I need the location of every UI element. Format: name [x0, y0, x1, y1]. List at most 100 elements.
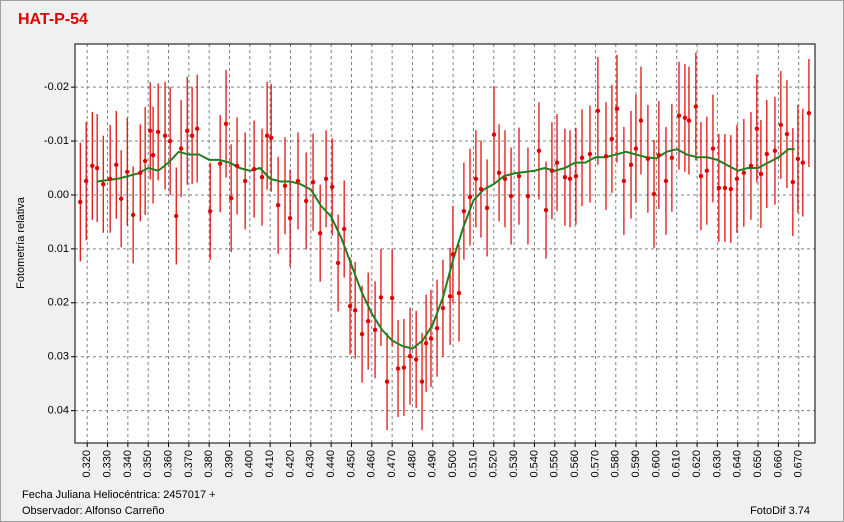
data-point [207, 208, 213, 214]
data-point [663, 178, 669, 184]
data-point [693, 104, 699, 109]
data-point [543, 207, 549, 213]
data-point [549, 168, 555, 173]
data-point [78, 199, 83, 205]
data-point [508, 193, 514, 199]
data-point [217, 161, 223, 166]
x-tick-label: 0.470 [386, 450, 398, 478]
data-point [496, 170, 502, 176]
data-point [317, 231, 323, 236]
data-point [352, 308, 358, 313]
data-point [645, 156, 651, 162]
data-point [656, 152, 662, 158]
data-point [567, 176, 573, 181]
x-tick-label: 0.570 [589, 450, 601, 478]
y-tick-label: 0.03 [48, 351, 69, 363]
data-point [130, 212, 136, 218]
data-point [268, 135, 274, 141]
data-point [806, 110, 812, 116]
data-point [228, 196, 234, 201]
data-point [142, 158, 148, 164]
data-point [341, 226, 347, 232]
data-point [772, 148, 778, 153]
data-point [138, 170, 143, 176]
data-point [554, 160, 560, 165]
x-tick-label: 0.480 [406, 450, 418, 478]
data-point [178, 146, 184, 151]
data-point [395, 366, 401, 371]
data-point [148, 128, 153, 134]
x-axis-label: Fecha Juliana Heliocéntrica: 2457017 + [22, 489, 216, 501]
data-point [423, 341, 429, 346]
data-point [259, 174, 265, 180]
x-tick-label: 0.340 [122, 450, 134, 478]
data-point [456, 290, 462, 296]
fit-line [97, 148, 795, 350]
x-tick-label: 0.500 [447, 450, 459, 478]
data-point [94, 165, 100, 171]
y-axis-label: Fotometría relativa [15, 196, 27, 289]
data-point [669, 155, 675, 160]
data-point [628, 162, 634, 167]
software: FotoDif 3.74 [750, 505, 810, 517]
data-point [502, 176, 508, 181]
data-point [329, 184, 335, 190]
data-point [758, 171, 764, 177]
x-tick-label: 0.390 [223, 450, 235, 478]
data-point [107, 176, 113, 181]
data-point [413, 357, 419, 362]
data-point [633, 146, 639, 151]
data-point [516, 173, 522, 179]
data-point [83, 178, 89, 184]
data-point [621, 178, 627, 184]
data-point [790, 179, 796, 185]
data-point [359, 331, 365, 337]
data-point [372, 327, 378, 332]
x-tick-label: 0.360 [162, 450, 174, 478]
data-point [251, 166, 257, 172]
data-point [440, 306, 446, 311]
data-point [728, 186, 734, 192]
data-point [335, 260, 341, 266]
y-tick-label: -0.01 [44, 135, 69, 147]
data-point [784, 131, 790, 137]
data-point [428, 336, 434, 341]
x-tick-label: 0.660 [772, 450, 784, 478]
data-point [101, 181, 106, 187]
data-point [764, 151, 770, 157]
data-point [795, 156, 801, 162]
data-point [303, 198, 309, 204]
data-point [155, 129, 161, 135]
data-point [234, 163, 240, 169]
data-point [162, 133, 168, 138]
data-point [609, 136, 615, 142]
data-point [579, 155, 585, 160]
data-point [614, 106, 620, 111]
data-point [603, 153, 609, 159]
data-point [282, 183, 288, 189]
x-tick-label: 0.430 [305, 450, 317, 478]
x-tick-label: 0.350 [142, 450, 154, 478]
data-point [174, 213, 179, 219]
data-point [384, 379, 390, 384]
data-point [778, 122, 784, 128]
plot-border [74, 43, 816, 444]
data-point [587, 151, 593, 157]
data-point [478, 186, 484, 192]
x-tick-label: 0.580 [610, 450, 622, 478]
data-point [536, 148, 542, 153]
data-point [378, 295, 384, 300]
x-tick-label: 0.490 [427, 450, 439, 478]
data-point [389, 295, 395, 301]
x-tick-label: 0.410 [264, 450, 276, 478]
data-point [748, 163, 754, 169]
data-point [573, 173, 579, 179]
data-point [704, 168, 710, 173]
x-tick-label: 0.420 [284, 450, 296, 478]
x-tick-label: 0.380 [203, 450, 215, 478]
y-tick-label: 0.02 [48, 297, 69, 309]
x-tick-label: 0.610 [671, 450, 683, 478]
x-tick-label: 0.320 [81, 450, 93, 478]
data-point [114, 162, 119, 167]
observer: Observador: Alfonso Carreño [22, 505, 164, 517]
